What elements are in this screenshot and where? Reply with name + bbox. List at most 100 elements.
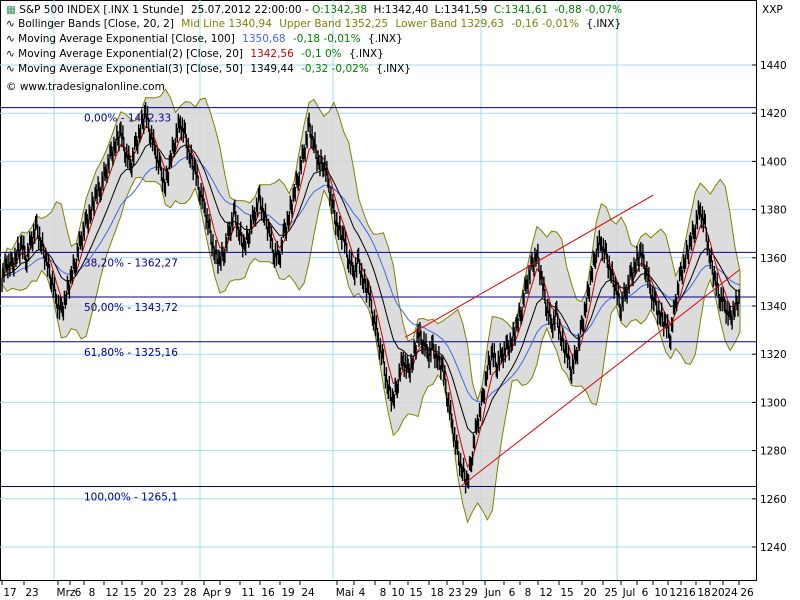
indicator-name: Moving Average Exponential(2) [Close, 20… [18, 48, 243, 60]
instrument-icon: ▦ [6, 4, 16, 16]
y-axis: 1240 1260 1280 1300 1320 1340 1360 1380 1400 1420… [752, 60, 787, 554]
bb-change: -0,16 -0,01% [511, 18, 579, 30]
date-time: 25.07.2012 22:00:00 [191, 4, 302, 16]
header-line-instrument: ▦ S&P 500 INDEX [.INX 1 Stunde] 25.07.20… [6, 4, 622, 16]
x-tick-label: 15 [409, 587, 422, 599]
trend-channel [404, 194, 740, 488]
y-tick-label: 1260 [760, 494, 787, 506]
x-tick-label: 23 [448, 587, 461, 599]
y-tick-label: 1340 [760, 301, 787, 313]
x-tick-label: 12 [105, 587, 118, 599]
change-value: -0,88 -0,07% [554, 4, 622, 16]
open-value: O:1342,38 [312, 4, 367, 16]
x-tick-label: 9 [225, 587, 232, 599]
chart-header: ▦ S&P 500 INDEX [.INX 1 Stunde] 25.07.20… [6, 4, 622, 93]
indicator-icon: ∿ [6, 63, 15, 75]
fib-level-label: 0,00% - 1422,33 [84, 113, 171, 125]
price-series [1, 102, 741, 494]
ema100-change: -0,18 -0,01% [293, 33, 361, 45]
ema100-value: 1350,68 [242, 33, 285, 45]
fib-level-label: 50,00% - 1343,72 [84, 302, 178, 314]
ema50-value: 1349,44 [250, 63, 294, 75]
y-tick-label: 1440 [760, 60, 787, 72]
x-tick-label: 23 [25, 587, 38, 599]
x-tick-label: 29 [464, 587, 477, 599]
bb-lower: Lower Band 1329,63 [395, 18, 504, 30]
x-tick-label: Apr [203, 587, 222, 599]
y-tick-label: 1380 [760, 205, 787, 217]
x-tick-label: 19 [281, 587, 294, 599]
x-tick-label: 6 [75, 587, 82, 599]
x-tick-label: 23 [163, 587, 176, 599]
x-tick-label: 15 [560, 587, 573, 599]
x-tick-label: 24 [724, 587, 738, 599]
ema20-change: -0,1 0% [301, 48, 342, 60]
header-line-ema20: ∿ Moving Average Exponential(2) [Close, … [6, 48, 384, 60]
currency-label: XXP [762, 4, 783, 16]
y-tick-label: 1360 [760, 253, 787, 265]
low-value: L:1341,59 [435, 4, 488, 16]
y-tick-label: 1400 [760, 156, 787, 168]
bb-upper: Upper Band 1352,25 [279, 18, 388, 30]
trend-channel-lower [460, 269, 740, 488]
x-tick-label: 8 [380, 587, 387, 599]
ema50-change: -0,32 -0,02% [301, 63, 369, 75]
fib-level-label: 61,80% - 1325,16 [84, 347, 178, 359]
x-tick-label: 16 [261, 587, 275, 599]
x-tick-label: 10 [654, 587, 667, 599]
x-tick-label: 12 [669, 587, 682, 599]
x-axis: 17 23 Mrz 6 8 12 15 20 23 28 Apr 9 11 16 19 24 Mai 4 8 10 15… [1, 580, 754, 599]
high-value: H:1342,40 [373, 4, 428, 16]
indicator-icon: ∿ [6, 33, 15, 45]
header-line-ema50: ∿ Moving Average Exponential(3) [Close, … [6, 63, 411, 75]
x-tick-label: 18 [430, 587, 443, 599]
x-tick-label: Jun [484, 587, 501, 599]
header-line-bollinger: ∿ Bollinger Bands [Close, 20, 2] Mid Lin… [6, 18, 621, 30]
header-line-ema100: ∿ Moving Average Exponential [Close, 100… [6, 33, 403, 45]
ema20-value: 1342,56 [250, 48, 294, 60]
x-tick-label: Jul [622, 587, 636, 599]
indicator-icon: ∿ [6, 18, 15, 30]
indicator-name: Moving Average Exponential [Close, 100] [18, 33, 235, 45]
x-tick-label: 6 [509, 587, 516, 599]
x-tick-label: 20 [143, 587, 156, 599]
indicator-icon: ∿ [6, 48, 15, 60]
x-tick-label: 8 [89, 587, 96, 599]
x-tick-label: 11 [241, 587, 254, 599]
x-tick-label: 16 [682, 587, 696, 599]
x-tick-label: 24 [301, 587, 315, 599]
x-tick-label: Mrz [57, 587, 76, 599]
instrument-name: S&P 500 INDEX [.INX 1 Stunde] [19, 4, 183, 16]
x-tick-label: 15 [123, 587, 136, 599]
trend-channel-upper [404, 194, 654, 338]
x-tick-label: 25 [604, 587, 617, 599]
x-tick-label: 20 [711, 587, 724, 599]
fib-level-label: 100,00% - 1265,1 [84, 492, 178, 504]
bb-suffix: {.INX} [586, 18, 621, 30]
x-tick-label: 26 [740, 587, 754, 599]
x-tick-label: 17 [3, 587, 16, 599]
close-value: C:1341,61 [494, 4, 548, 16]
ema20-suffix: {.INX} [349, 48, 384, 60]
y-tick-label: 1420 [760, 108, 787, 120]
x-tick-label: 12 [539, 587, 552, 599]
x-tick-label: 28 [183, 587, 196, 599]
y-tick-label: 1280 [760, 446, 787, 458]
y-tick-label: 1300 [760, 397, 787, 409]
x-tick-label: Mai [336, 587, 354, 599]
y-tick-label: 1240 [760, 542, 787, 554]
indicator-name: Bollinger Bands [Close, 20, 2] [18, 18, 174, 30]
indicator-name: Moving Average Exponential(3) [Close, 50… [18, 63, 243, 75]
ema100-suffix: {.INX} [368, 33, 403, 45]
bb-mid: Mid Line 1340,94 [181, 18, 272, 30]
x-tick-label: 8 [525, 587, 532, 599]
x-tick-label: 20 [583, 587, 596, 599]
x-tick-label: 4 [359, 587, 366, 599]
x-tick-label: 10 [391, 587, 404, 599]
fib-level-label: 38,20% - 1362,27 [84, 257, 178, 269]
copyright: © www.tradesignalonline.com [6, 81, 165, 93]
y-tick-label: 1320 [760, 349, 787, 361]
x-tick-label: 6 [642, 587, 649, 599]
x-tick-label: 18 [697, 587, 710, 599]
